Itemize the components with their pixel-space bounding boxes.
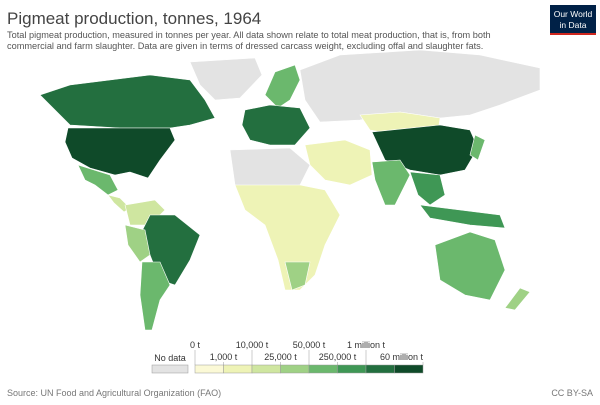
legend-label: 10,000 t — [236, 340, 269, 350]
license: CC BY-SA — [551, 388, 593, 398]
middle-east[interactable] — [304, 139, 373, 186]
peru-bolivia[interactable] — [124, 224, 151, 263]
europe[interactable] — [241, 104, 311, 146]
logo-box — [550, 5, 596, 35]
legend-label: 50,000 t — [293, 340, 326, 350]
legend-label: 0 t — [190, 340, 201, 350]
legend-swatch — [151, 364, 189, 374]
legend-swatch — [308, 364, 338, 374]
legend-label: 1 million t — [347, 340, 386, 350]
legend-label: 1,000 t — [210, 352, 238, 362]
new-zealand[interactable] — [504, 287, 531, 311]
argentina[interactable] — [139, 261, 171, 331]
logo-text: in Data — [560, 20, 587, 30]
united-states[interactable] — [64, 127, 176, 179]
source: Source: UN Food and Agricultural Organiz… — [7, 388, 221, 398]
subtitle: Total pigmeat production, measured in to… — [7, 30, 491, 40]
indonesia[interactable] — [419, 204, 506, 229]
legend: No data 0 t 1,000 t 10,000 t 25,000 t 50,000… — [151, 340, 424, 374]
legend-swatch — [280, 364, 310, 374]
legend-swatch — [251, 364, 281, 374]
logo-stripe — [550, 33, 596, 35]
canada[interactable] — [39, 74, 216, 129]
legend-label: 250,000 t — [319, 352, 357, 362]
logo-text: Our World — [554, 9, 593, 19]
legend-swatch — [365, 364, 395, 374]
africa[interactable] — [234, 184, 341, 291]
greenland[interactable] — [189, 57, 263, 101]
scandinavia[interactable] — [264, 64, 301, 109]
legend-label: 25,000 t — [264, 352, 297, 362]
legend-swatch — [194, 364, 224, 374]
subtitle: commercial and farm slaughter. Data are … — [7, 41, 483, 51]
legend-swatch — [337, 364, 367, 374]
legend-swatch — [394, 364, 424, 374]
russia[interactable] — [299, 49, 541, 123]
logo[interactable]: Our World in Data — [550, 5, 596, 35]
south-africa[interactable] — [284, 261, 311, 291]
southeast-asia[interactable] — [409, 171, 446, 206]
legend-swatch — [223, 364, 253, 374]
legend-label: No data — [154, 353, 186, 363]
legend-label: 60 million t — [380, 352, 424, 362]
title: Pigmeat production, tonnes, 1964 — [7, 9, 261, 28]
india[interactable] — [371, 159, 411, 206]
world-map — [39, 49, 541, 331]
japan[interactable] — [469, 134, 486, 161]
sahara[interactable] — [229, 147, 311, 191]
australia[interactable] — [434, 231, 506, 301]
